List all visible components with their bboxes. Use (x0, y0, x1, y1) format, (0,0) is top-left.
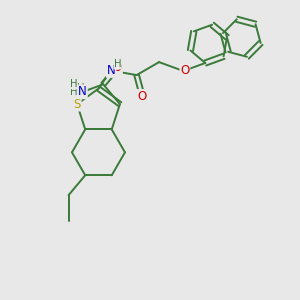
Text: H: H (70, 79, 77, 89)
Text: O: O (138, 90, 147, 103)
Text: H: H (114, 59, 121, 69)
Text: N: N (78, 85, 87, 98)
Text: H: H (77, 83, 85, 93)
Text: N: N (107, 64, 116, 77)
Text: H: H (70, 87, 77, 97)
Text: S: S (73, 98, 81, 111)
Text: O: O (180, 64, 190, 77)
Text: O: O (113, 61, 122, 74)
